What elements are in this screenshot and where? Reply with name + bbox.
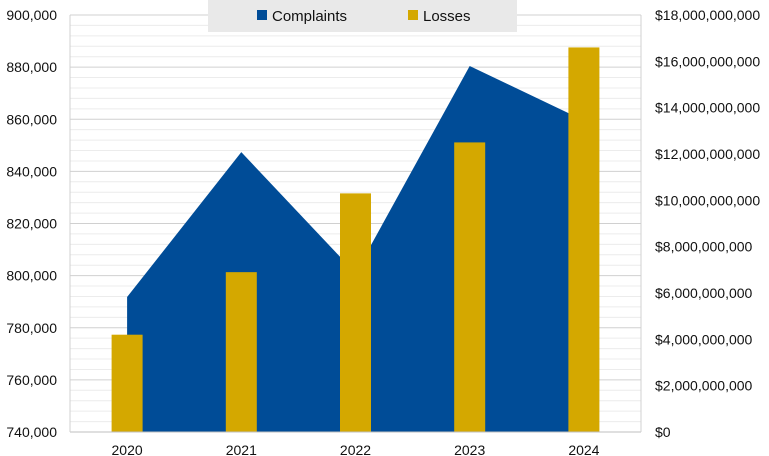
right-tick-label: $10,000,000,000 [655, 192, 760, 208]
left-axis-ticks: 740,000 760,000 780,000 800,000 820,000 840,0… [6, 7, 57, 440]
left-tick-label: 820,000 [6, 216, 57, 232]
losses-bar-2020 [111, 334, 143, 432]
right-tick-label: $8,000,000,000 [655, 239, 753, 255]
losses-bar-layer [111, 47, 600, 432]
legend-swatch-losses [408, 10, 418, 20]
left-tick-label: 760,000 [6, 372, 57, 388]
left-tick-label: 800,000 [6, 268, 57, 284]
legend-background [208, 0, 517, 32]
losses-bar-2022 [340, 193, 371, 432]
right-tick-label: $16,000,000,000 [655, 53, 760, 69]
left-tick-label: 740,000 [6, 424, 57, 440]
legend-swatch-complaints [257, 10, 267, 20]
left-tick-label: 880,000 [6, 59, 57, 75]
right-tick-label: $12,000,000,000 [655, 146, 760, 162]
right-tick-label: $4,000,000,000 [655, 331, 753, 347]
right-axis-ticks: $0 $2,000,000,000 $4,000,000,000 $6,000,000… [655, 7, 760, 440]
x-tick-label: 2022 [340, 442, 371, 456]
legend: Complaints Losses [208, 0, 517, 32]
losses-bar-2023 [454, 142, 486, 432]
right-tick-label: $14,000,000,000 [655, 100, 760, 116]
left-tick-label: 840,000 [6, 163, 57, 179]
left-tick-label: 860,000 [6, 111, 57, 127]
x-axis-ticks: 2020 2021 2022 2023 2024 [112, 442, 600, 456]
right-tick-label: $2,000,000,000 [655, 378, 753, 394]
x-tick-label: 2021 [226, 442, 257, 456]
legend-label-losses: Losses [423, 8, 471, 25]
x-tick-label: 2024 [568, 442, 599, 456]
axes [69, 15, 642, 433]
losses-bar-2021 [225, 272, 257, 432]
right-tick-label: $6,000,000,000 [655, 285, 753, 301]
legend-label-complaints: Complaints [272, 8, 347, 25]
right-tick-label: $18,000,000,000 [655, 7, 760, 23]
x-tick-label: 2023 [454, 442, 485, 456]
right-tick-label: $0 [655, 424, 671, 440]
losses-bar-2024 [568, 47, 600, 432]
x-tick-label: 2020 [112, 442, 143, 456]
left-tick-label: 780,000 [6, 320, 57, 336]
left-tick-label: 900,000 [6, 7, 57, 23]
